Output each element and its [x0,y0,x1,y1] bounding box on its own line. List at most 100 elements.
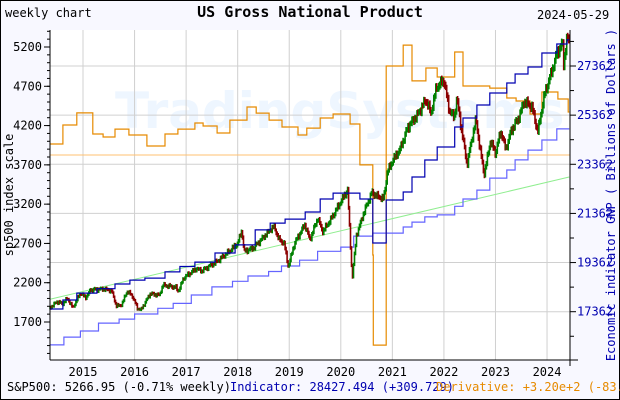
price-bar [487,150,490,158]
price-bar [81,292,83,296]
price-bar [211,262,214,268]
right-tick-label: 23362 [577,157,613,171]
price-bar [295,237,297,245]
price-bar [301,226,303,234]
price-bar [533,107,535,116]
price-bar [318,217,320,223]
price-bar [253,246,256,251]
price-bar [158,293,160,297]
price-bar [122,299,125,304]
price-bar [152,291,154,295]
price-bar [389,162,391,170]
price-bar [376,191,379,200]
price-bar [415,115,417,123]
chart-title: US Gross National Product [197,3,423,21]
price-bar [117,302,120,307]
price-bar [261,234,264,241]
price-bar [529,102,531,109]
price-bar [193,268,195,273]
price-bar [524,98,526,108]
price-bar [516,117,518,125]
price-bar [400,141,402,152]
price-bar [531,101,533,113]
price-bar [541,109,543,118]
price-bar [365,202,368,209]
price-bar [247,248,250,254]
x-tick-label: 2018 [223,365,252,379]
price-bar [412,116,414,124]
price-bar [257,240,260,246]
price-bar [442,77,445,88]
price-bar [440,76,442,89]
price-bar [355,232,358,248]
price-bar [171,284,173,290]
price-bar [292,246,294,255]
price-bar [73,305,75,308]
price-bar [72,304,74,308]
price-bar [480,145,483,159]
price-bar [179,286,181,293]
price-bar [435,83,437,99]
price-bar [87,292,89,298]
price-bar [530,102,532,113]
price-bar [559,45,561,58]
price-bar [104,286,107,293]
price-bar [461,127,464,141]
price-bar [220,255,223,260]
price-bar [448,107,451,115]
price-bar [325,222,328,228]
price-bar [204,266,206,270]
price-bar [383,190,386,201]
price-bar [80,293,82,296]
price-bar [545,84,547,97]
price-bar [459,111,462,131]
price-bar [190,272,192,276]
price-bar [56,300,58,305]
price-bar [421,102,423,117]
price-bar [408,122,410,133]
price-bar [522,101,524,109]
price-bar [442,76,444,87]
price-bar [333,212,336,219]
price-bar [177,288,179,293]
price-bar [309,234,311,241]
price-bar [264,233,267,240]
price-bar [391,161,393,167]
price-bar [119,304,122,308]
x-tick-label: 2017 [172,365,201,379]
left-tick-label: 3200 [13,197,42,211]
price-bar [256,242,259,246]
price-bar [547,83,549,94]
x-tick-label: 2022 [429,365,458,379]
price-bar [436,83,438,92]
price-bar [107,288,110,292]
price-bar [404,131,406,144]
price-bar [454,108,457,118]
price-bar [279,235,281,243]
price-bar [552,64,554,78]
price-bar [90,288,93,293]
price-bar [106,287,109,292]
price-bar [304,222,306,230]
price-bar [109,288,112,294]
price-bar [317,218,319,224]
price-bar [194,267,196,273]
price-bar [110,288,113,293]
price-bar [465,153,468,164]
price-bar [324,222,327,232]
price-bar [377,190,380,200]
price-bar [378,194,381,200]
price-bar [521,102,523,114]
price-bar [213,262,216,266]
price-bar [116,303,119,308]
price-bar [267,228,269,234]
price-bar [138,307,141,311]
price-bar [245,247,248,253]
price-bar [124,294,127,298]
price-bar [505,144,507,151]
price-bar [140,306,143,312]
price-bar [173,284,175,290]
price-bar [382,194,385,201]
price-bar [60,300,62,304]
price-bar [511,125,513,135]
